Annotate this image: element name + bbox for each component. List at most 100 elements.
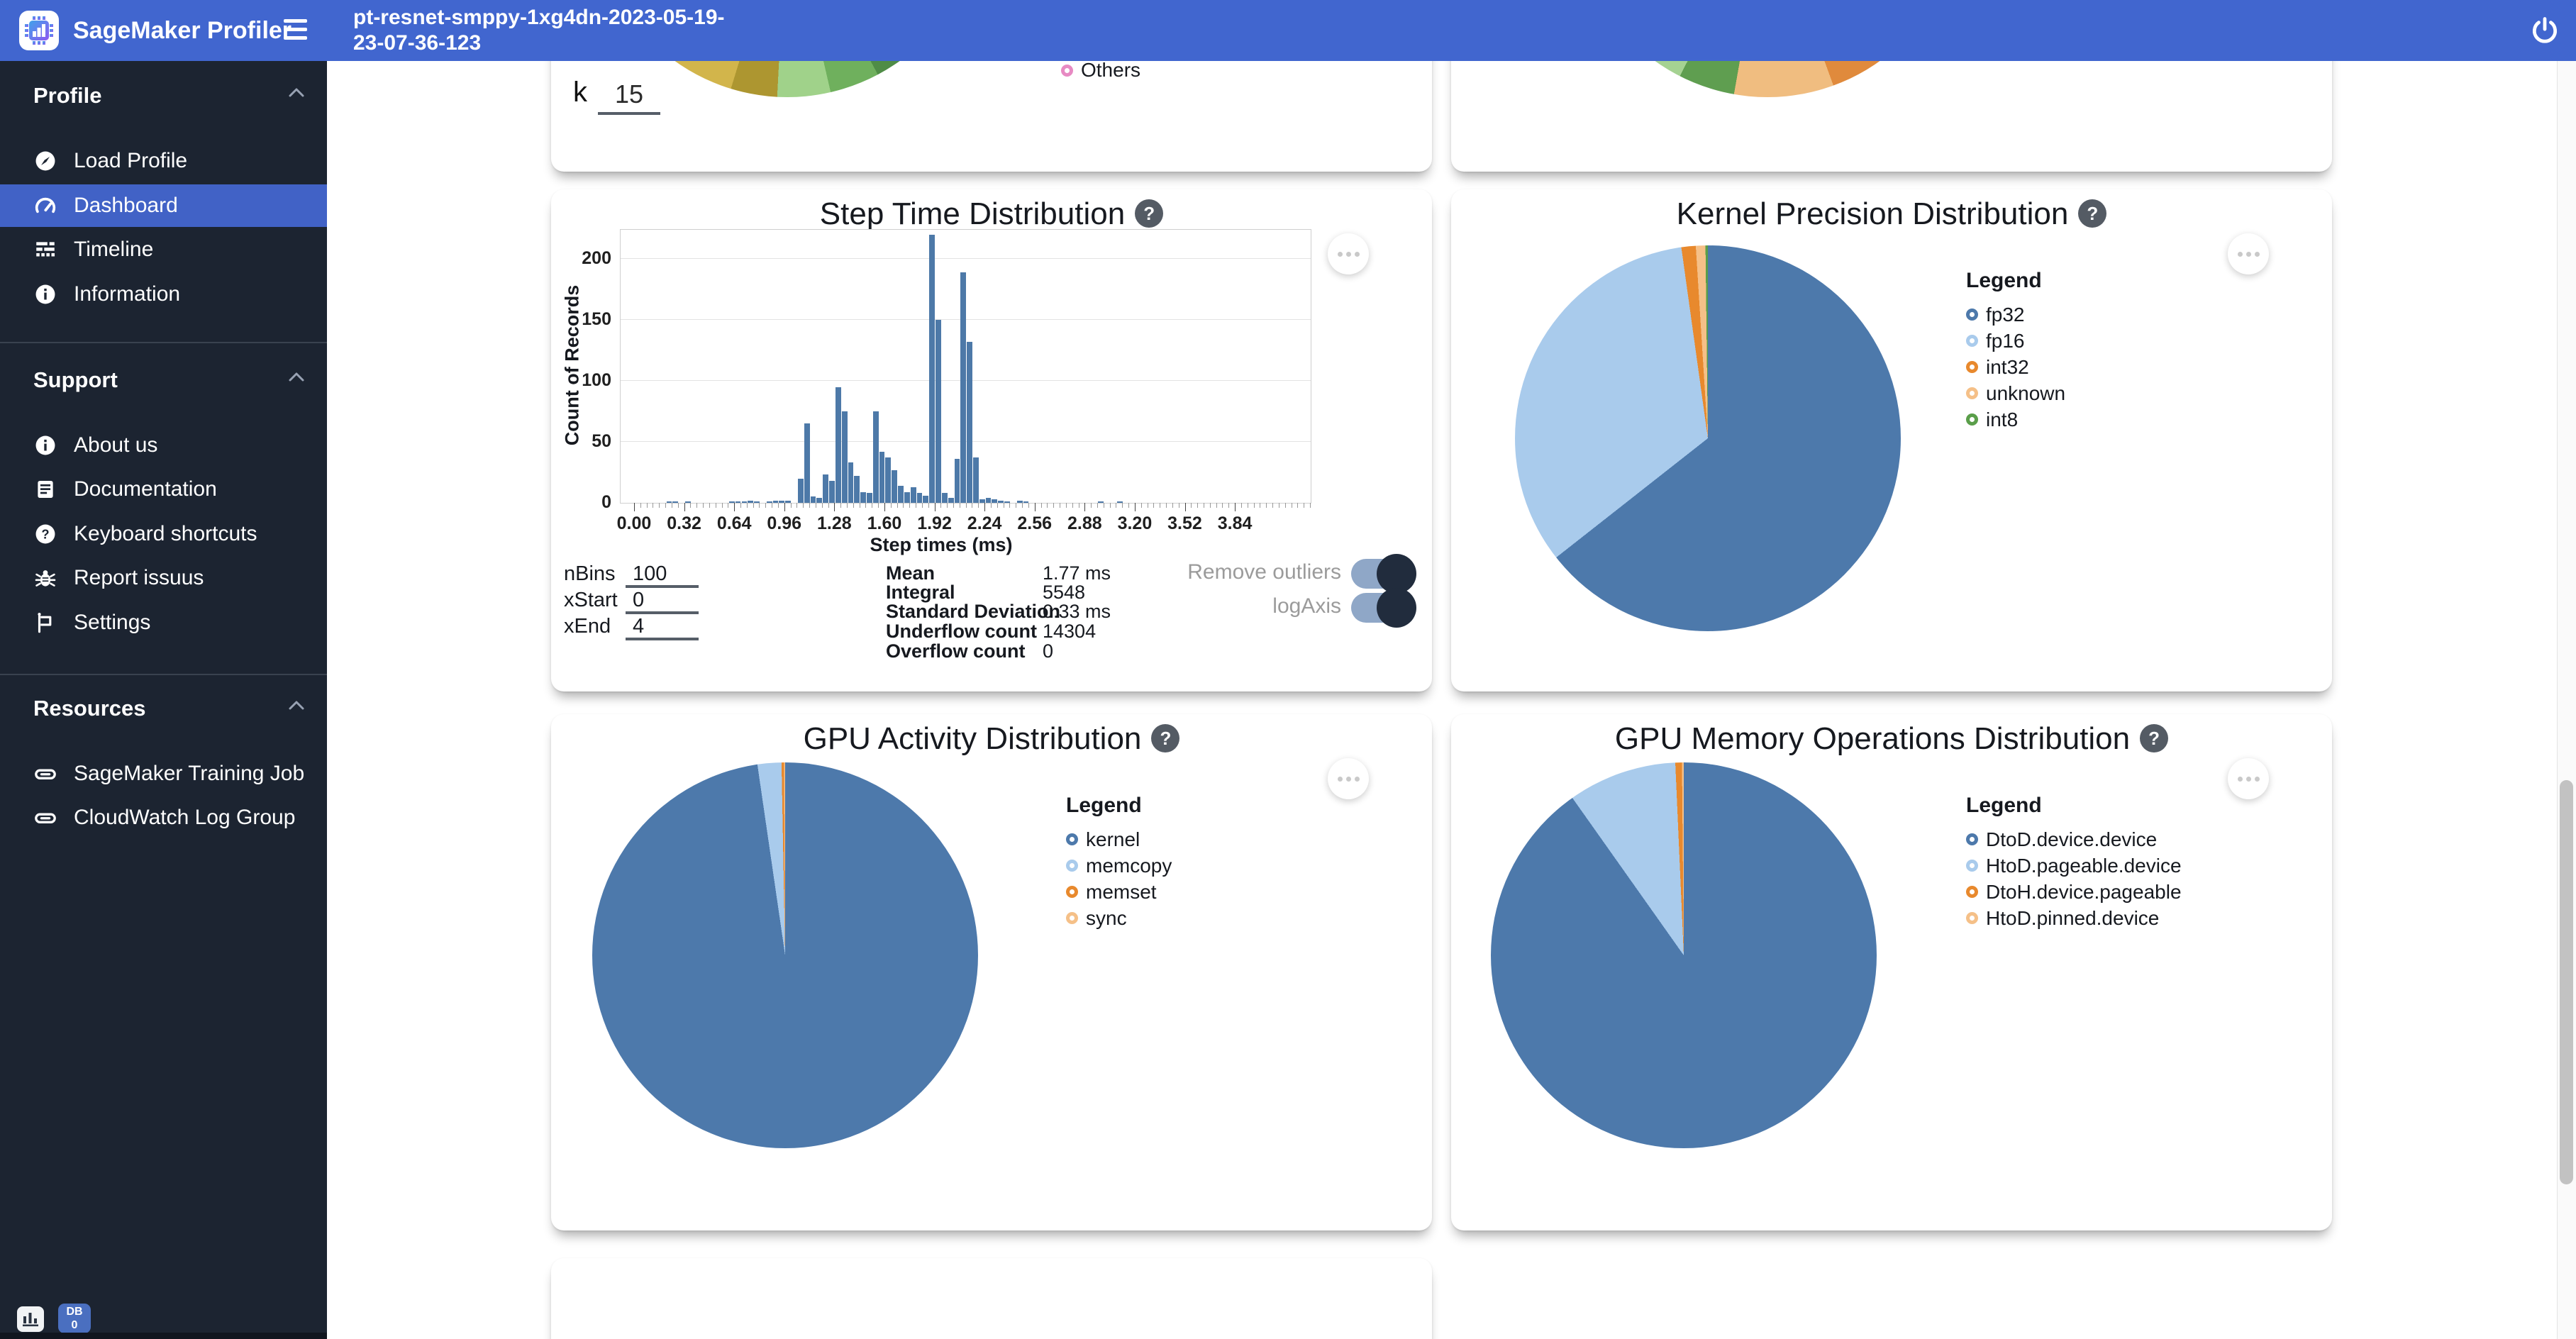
help-icon[interactable]: ? xyxy=(2140,724,2169,752)
question-icon: ? xyxy=(33,521,58,547)
legend-label: unknown xyxy=(1986,382,2066,404)
stat-label: Mean xyxy=(886,562,936,584)
stat-label: Underflow count xyxy=(886,621,1037,642)
sidebar-item-documentation[interactable]: Documentation xyxy=(0,468,327,511)
help-icon[interactable]: ? xyxy=(2078,199,2107,228)
x-tick xyxy=(677,503,679,508)
field-input[interactable]: 100 xyxy=(626,562,699,588)
compass-icon xyxy=(33,148,58,174)
toggle-knob xyxy=(1377,588,1416,628)
x-tick xyxy=(765,503,767,508)
hist-bar xyxy=(923,495,929,503)
card-menu-button[interactable] xyxy=(2228,758,2269,799)
x-tick xyxy=(865,503,867,508)
y-tick-label: 50 xyxy=(592,431,611,452)
legend-label: Others xyxy=(1081,59,1141,81)
sidebar-item-keyboard-shortcuts[interactable]: ? Keyboard shortcuts xyxy=(0,513,327,555)
timeline-icon xyxy=(33,237,58,262)
x-tick-label: 2.88 xyxy=(1067,513,1102,533)
x-tick xyxy=(903,503,904,508)
x-tick xyxy=(646,503,648,508)
sidebar-item-timeline[interactable]: Timeline xyxy=(0,228,327,271)
x-tick xyxy=(1284,503,1286,508)
hist-bar xyxy=(898,485,904,503)
legend-item-others: Others xyxy=(1061,59,1140,82)
sidebar-section-profile[interactable]: Profile xyxy=(0,83,327,114)
x-tick-label: 3.84 xyxy=(1217,513,1253,533)
hist-bar xyxy=(797,478,804,503)
card-title-row: Kernel Precision Distribution? xyxy=(1451,196,2332,232)
sidebar-item-dashboard[interactable]: Dashboard xyxy=(0,184,327,227)
x-tick xyxy=(1253,503,1255,508)
legend-ring-icon xyxy=(1966,912,1978,924)
scrollbar-thumb[interactable] xyxy=(2560,780,2573,1184)
run-name-line2: 23-07-36-123 xyxy=(353,31,482,55)
sidebar-item-sagemaker-training-job[interactable]: SageMaker Training Job xyxy=(0,752,327,795)
x-tick xyxy=(834,503,835,511)
card-menu-button[interactable] xyxy=(1328,233,1369,274)
x-tick xyxy=(1228,503,1230,508)
field-input[interactable]: 0 xyxy=(626,589,699,614)
help-icon[interactable]: ? xyxy=(1151,724,1180,752)
legend-items: DtoD.device.device HtoD.pageable.device Dt… xyxy=(1966,826,2182,931)
help-icon[interactable]: ? xyxy=(1135,199,1164,228)
sidebar-section-resources[interactable]: Resources xyxy=(0,696,327,727)
legend-ring-icon xyxy=(1966,860,1978,872)
x-tick xyxy=(1053,503,1055,508)
chart-badge[interactable] xyxy=(17,1306,44,1332)
y-tick-label: 150 xyxy=(582,309,611,330)
hist-bar xyxy=(785,500,792,503)
legend-title: Legend xyxy=(1066,794,1142,817)
hamburger-menu-icon[interactable] xyxy=(284,19,308,42)
legend: Legend fp32 fp16 int32 unknown int8 xyxy=(1966,269,2065,433)
hist-bar xyxy=(829,481,835,503)
toggle-switch-on[interactable] xyxy=(1351,588,1416,628)
legend-label: fp32 xyxy=(1986,303,2025,326)
x-tick xyxy=(1166,503,1167,508)
sidebar-item-report-issuus[interactable]: Report issuus xyxy=(0,557,327,599)
x-tick xyxy=(1209,503,1211,508)
toggle-knob xyxy=(1377,554,1416,594)
legend-ring-icon xyxy=(1066,860,1078,872)
x-tick xyxy=(734,503,735,511)
hist-bar xyxy=(910,487,916,503)
kernel-precision-pie xyxy=(1515,245,1901,631)
run-name: pt-resnet-smppy-1xg4dn-2023-05-19- 23-07… xyxy=(353,5,736,56)
sidebar-section-support[interactable]: Support xyxy=(0,367,327,399)
x-tick xyxy=(790,503,792,508)
sidebar-item-label: Dashboard xyxy=(74,194,178,217)
x-tick-label: 0.00 xyxy=(616,513,652,533)
k-field-label: k xyxy=(573,77,587,108)
legend-item-DtoD.device.device: DtoD.device.device xyxy=(1966,826,2182,852)
legend-items: kernel memcopy memset sync xyxy=(1066,826,1172,931)
sidebar-item-settings[interactable]: Settings xyxy=(0,601,327,644)
hist-bar xyxy=(979,499,985,503)
x-tick xyxy=(690,503,692,508)
card-menu-button[interactable] xyxy=(2228,233,2269,274)
hist-bar xyxy=(816,498,823,503)
power-icon[interactable] xyxy=(2529,15,2560,46)
sidebar-item-load-profile[interactable]: Load Profile xyxy=(0,140,327,182)
legend-item-memcopy: memcopy xyxy=(1066,852,1172,879)
x-tick-label: 2.24 xyxy=(967,513,1002,533)
x-tick xyxy=(940,503,942,508)
db-badge[interactable]: DB 0 xyxy=(58,1304,91,1333)
hist-bar xyxy=(779,500,785,503)
hist-bar xyxy=(804,423,810,503)
field-input[interactable]: 4 xyxy=(626,615,699,640)
x-tick xyxy=(1184,503,1186,511)
x-tick xyxy=(990,503,992,508)
legend-ring-icon xyxy=(1966,361,1978,373)
k-input[interactable]: 15 xyxy=(598,79,660,115)
sidebar-item-about-us[interactable]: About us xyxy=(0,424,327,467)
sidebar-item-information[interactable]: Information xyxy=(0,273,327,316)
svg-text:?: ? xyxy=(41,527,49,542)
info-icon xyxy=(33,433,58,458)
sidebar-item-cloudwatch-log-group[interactable]: CloudWatch Log Group xyxy=(0,796,327,839)
card-menu-button[interactable] xyxy=(1328,758,1369,799)
sidebar-item-label: Report issuus xyxy=(74,566,204,589)
card-title-row: GPU Activity Distribution? xyxy=(551,721,1432,757)
hist-bar xyxy=(754,501,760,503)
toggle-switch-on[interactable] xyxy=(1351,554,1416,594)
